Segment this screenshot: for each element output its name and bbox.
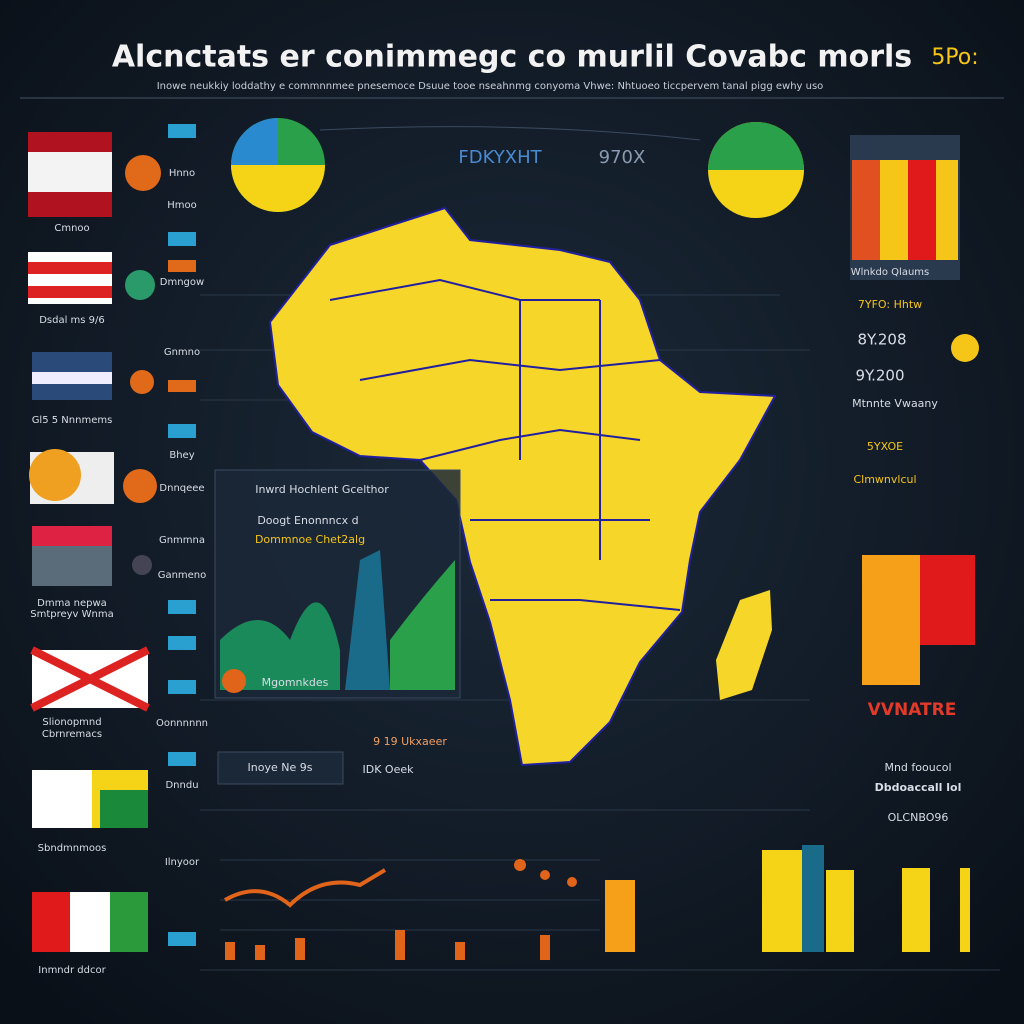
footer-label: IDK Oeek: [363, 763, 415, 776]
flag-label: Gl5 5 Nnnmems: [32, 415, 113, 426]
bottom-chart: [220, 845, 970, 960]
pie-left: [231, 118, 325, 212]
legend-label: Wlnkdo Qlaums: [851, 267, 930, 278]
item-label: Oonnnnnn: [156, 718, 208, 729]
stat-label: 7YFO: Hhtw: [858, 298, 922, 311]
flag-label: Cmnoo: [54, 223, 89, 234]
item-label: Dnnqeee: [159, 483, 204, 494]
pie-right: [708, 122, 804, 218]
left-icons: [123, 124, 196, 946]
panel-title: Inwrd Hochlent Gcelthor: [255, 483, 389, 496]
stat-label: Mtnnte Vwaany: [852, 397, 938, 410]
panel-subtitle: Doogt Enonnncx d: [257, 514, 358, 527]
footer-box: [217, 751, 344, 785]
flag-label: Inmndr ddcor: [38, 965, 106, 976]
africa-map: [268, 206, 777, 767]
flags: [28, 132, 150, 952]
panel-highlight: Dommnoe Chet2alg: [255, 533, 365, 546]
flag-label: Sbndmnmoos: [38, 843, 107, 854]
item-label: Hmoo: [167, 200, 197, 211]
stat-label: 8Y.208: [857, 331, 906, 349]
item-label: Hnno: [169, 168, 195, 179]
flag-label: Cbrnremacs: [42, 729, 102, 740]
flag-label: Slionopmnd: [42, 717, 101, 728]
item-label: Dnndu: [165, 780, 198, 791]
stat-label: 5YXOE: [867, 440, 903, 453]
panel: [214, 469, 461, 699]
badge: 5Po:: [931, 45, 978, 70]
item-label: Bhey: [169, 450, 194, 461]
subtitle: Inowe neukkiy loddathy e commnnmee pnese…: [157, 81, 824, 92]
note-label: OLCNBO96: [888, 811, 949, 824]
map-label: FDKYXHT: [458, 147, 542, 168]
item-label: Gnmmna: [159, 535, 205, 546]
note-label: Dbdoaccall lol: [875, 781, 962, 794]
footer-label: 9 19 Ukxaeer: [373, 735, 447, 748]
item-label: Ganmeno: [158, 570, 207, 581]
stat-label: 9Y.200: [855, 367, 904, 385]
item-label: Ilnyoor: [165, 857, 200, 868]
alert-label: VVNATRE: [868, 700, 957, 720]
flag-label: Dsdal ms 9/6: [39, 315, 105, 326]
stat-label: Clmwnvlcul: [853, 473, 916, 486]
item-label: Dmngow: [160, 277, 204, 288]
title: Alcnctats er conimmegc co murlil Covabc …: [112, 40, 912, 75]
right-panels: [850, 135, 979, 685]
note-label: Mnd fooucol: [884, 761, 951, 774]
flag-label: Smtpreyv Wnma: [30, 609, 114, 620]
map-label: 970X: [599, 147, 646, 168]
footer-label: Inoye Ne 9s: [248, 761, 313, 774]
panel-legend: Mgomnkdes: [262, 676, 329, 689]
item-label: Gnmno: [164, 347, 200, 358]
flag-label: Dmma nepwa: [37, 598, 107, 609]
